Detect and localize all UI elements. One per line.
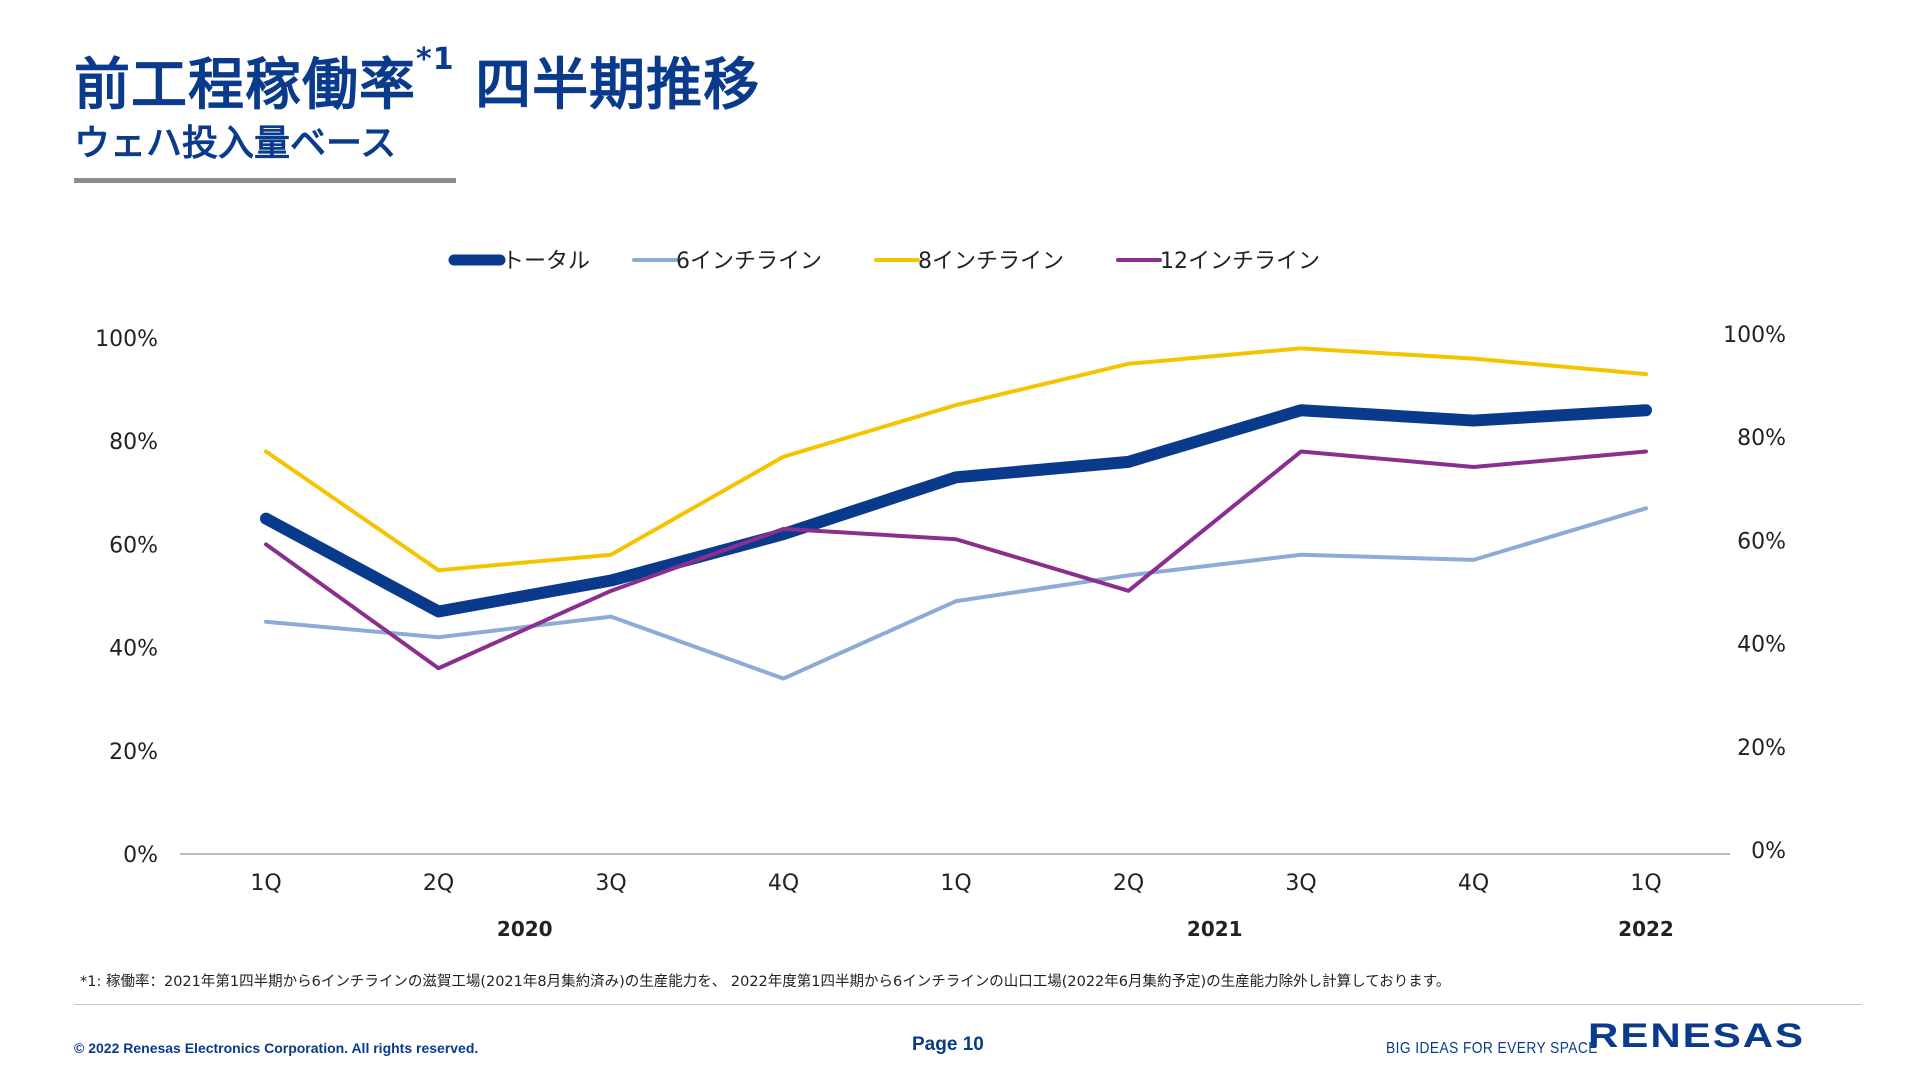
y2-tick-label: 100% [1723,323,1786,348]
renesas-logo: RENESAS [1588,1016,1806,1055]
y-tick-label: 80% [109,430,158,455]
series-line-6inch [264,506,1648,681]
x-tick-label: 1Q [940,871,971,896]
footnote: *1: 稼働率：2021年第1四半期から6インチラインの滋賀工場(2021年8月… [80,974,1451,990]
x-axis-year-labels: 2020 2021 2022 [497,917,1674,941]
x-tick-label: 1Q [250,871,281,896]
x-tick-label: 1Q [1630,871,1661,896]
chart-legend: トータル 6インチライン 8インチライン 12インチライン [448,249,1320,274]
brand-tagline: BIG IDEAS FOR EVERY SPACE [1386,1040,1598,1057]
series-line-8inch [264,346,1648,573]
x-axis-quarter-labels: 1Q 2Q 3Q 4Q 1Q 2Q 3Q 4Q 1Q [250,871,1661,896]
y2-tick-label: 40% [1737,633,1786,658]
x-tick-label: 2Q [423,871,454,896]
y2-tick-label: 0% [1751,839,1786,864]
title-text: 前工程稼働率 [74,53,416,118]
y-tick-label: 60% [109,533,158,558]
title-footnote-marker: *1 [416,42,455,77]
y-tick-label: 0% [123,843,158,868]
y-axis-left: 0% 20% 40% 60% 80% 100% [95,327,158,868]
y2-tick-label: 80% [1737,426,1786,451]
page-number: Page 10 [912,1034,984,1055]
y-axis-right: 0% 20% 40% 60% 80% 100% [1723,323,1786,864]
title-underline [74,178,456,183]
legend-label-8inch: 8インチライン [918,249,1064,274]
title-tail: 四半期推移 [475,53,761,118]
y2-tick-label: 60% [1737,529,1786,554]
year-label: 2021 [1187,917,1243,941]
x-tick-label: 3Q [595,871,626,896]
page-subtitle: ウェハ投入量ベース [74,123,397,164]
series-line-total [260,404,1652,618]
x-tick-label: 2Q [1113,871,1144,896]
copyright-text: © 2022 Renesas Electronics Corporation. … [74,1040,479,1056]
legend-label-12inch: 12インチライン [1160,249,1320,274]
legend-label-6inch: 6インチライン [676,249,822,274]
year-label: 2020 [497,917,553,941]
utilization-line-chart: トータル 6インチライン 8インチライン 12インチライン 0% 20% 40% 60… [95,249,1786,941]
series-line-12inch [264,449,1648,671]
x-tick-label: 3Q [1285,871,1316,896]
y-tick-label: 40% [109,637,158,662]
y-tick-label: 20% [109,740,158,765]
footer-divider [74,1004,1862,1005]
chart-series [260,346,1652,681]
page-title: 前工程稼働率*1 四半期推移 [74,40,760,121]
x-tick-label: 4Q [768,871,799,896]
y-tick-label: 100% [95,327,158,352]
x-tick-label: 4Q [1458,871,1489,896]
year-label: 2022 [1618,917,1674,941]
y2-tick-label: 20% [1737,736,1786,761]
legend-label-total: トータル [502,249,590,274]
